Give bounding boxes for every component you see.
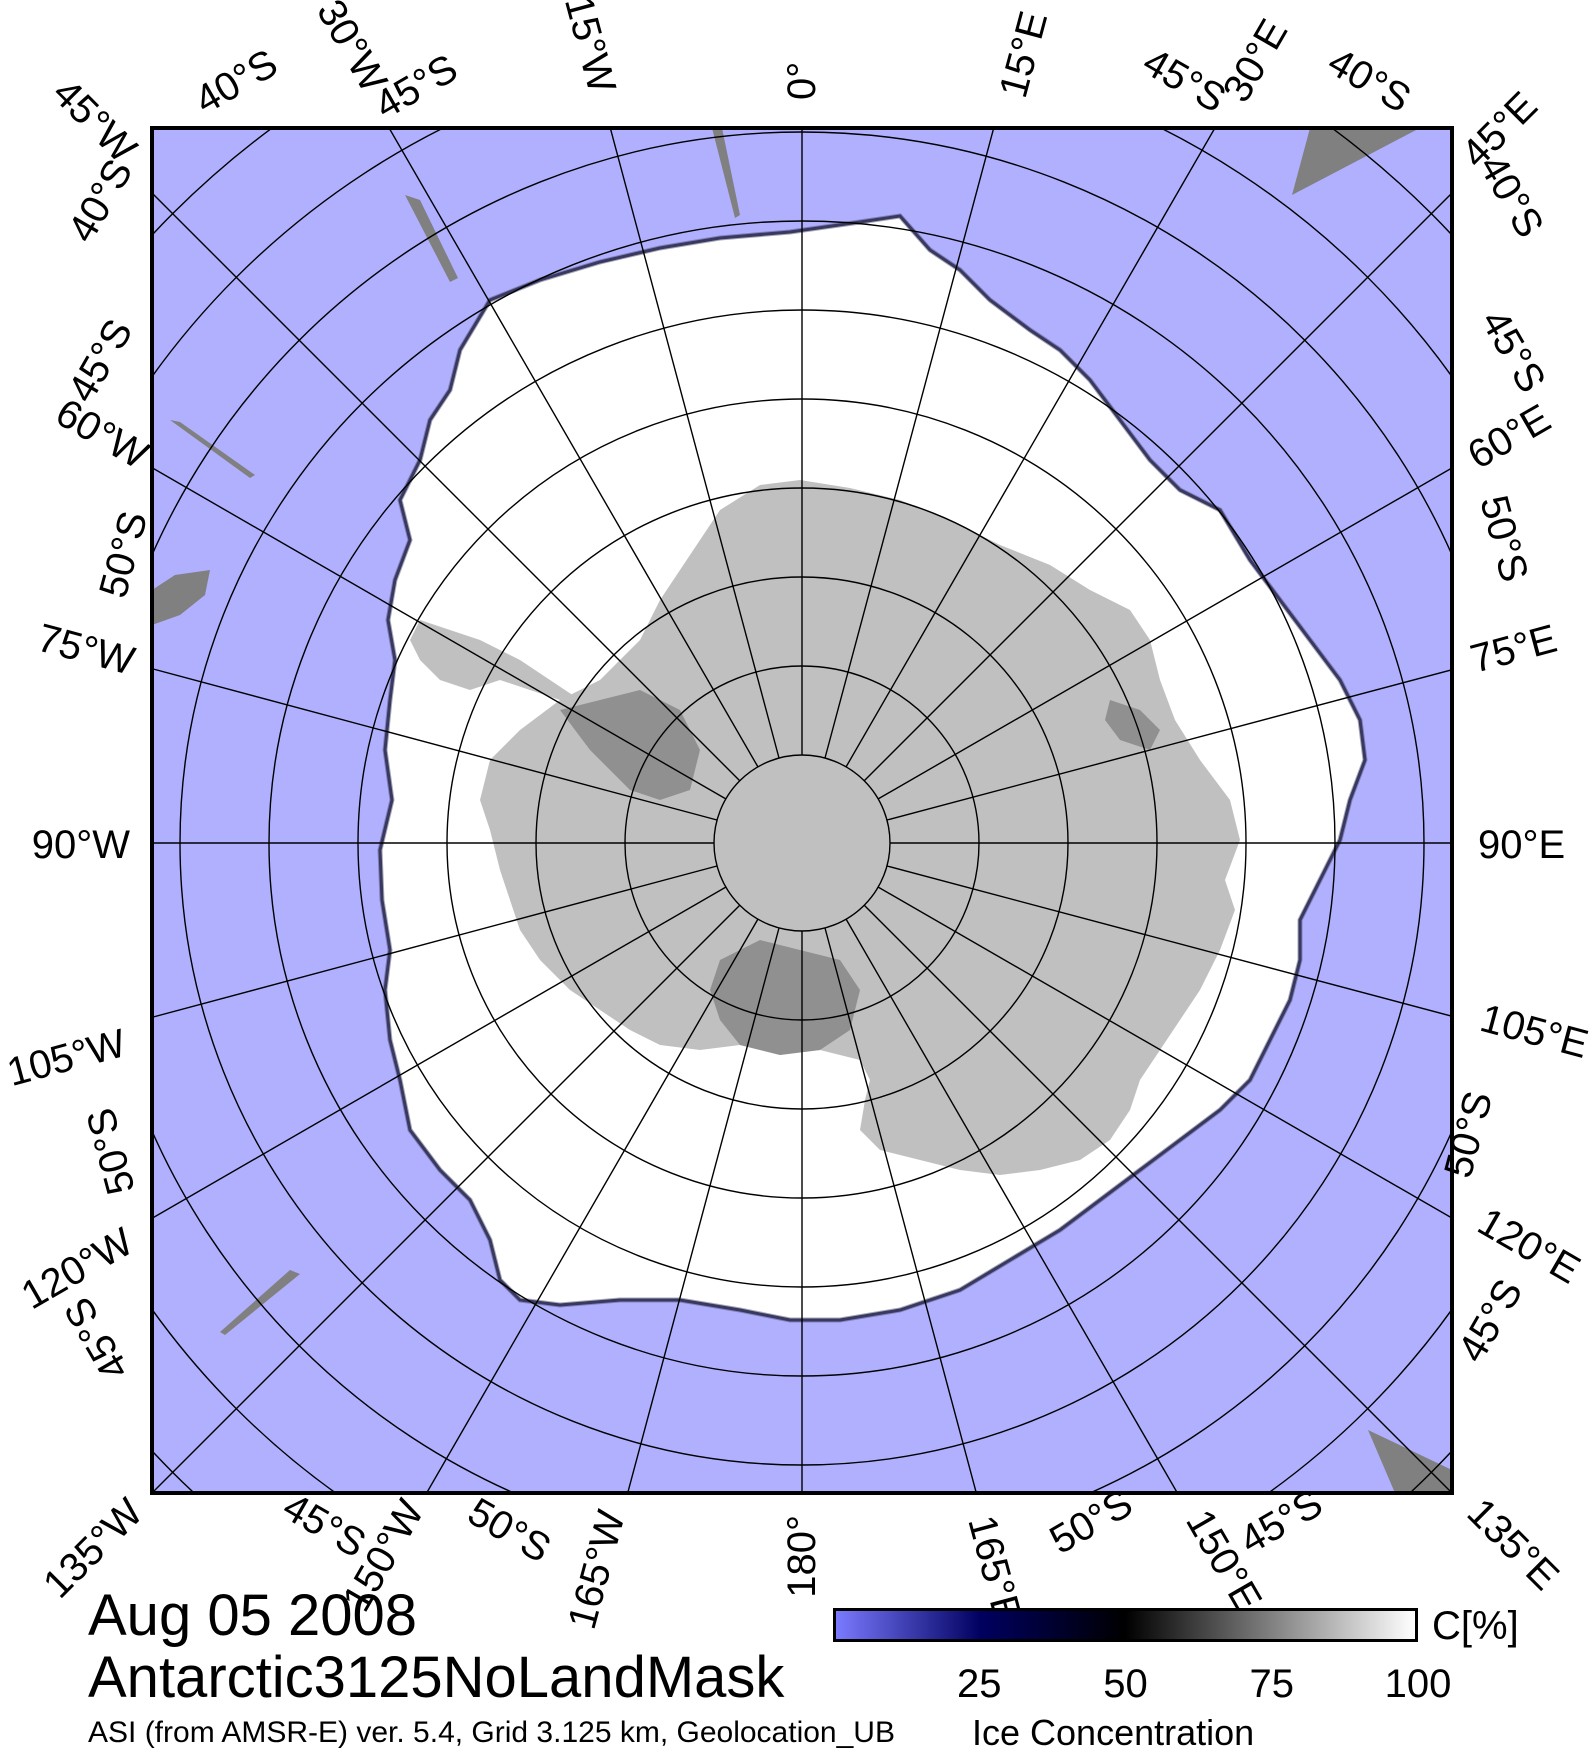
lat-label-left-5: 45°S — [56, 1290, 138, 1387]
lon-label-60e: 60°E — [1461, 396, 1558, 478]
land-fragment-w — [170, 420, 255, 478]
amery-ice-shelf — [1105, 700, 1160, 750]
lat-label-right-1: 40°S — [1470, 148, 1552, 245]
land-fragment-n — [712, 128, 740, 218]
lon-label-30e: 30°E — [1215, 12, 1297, 109]
lat-label-top-1: 40°S — [188, 41, 285, 123]
lon-label-90w: 90°W — [32, 823, 130, 867]
lat-label-top-4: 40°S — [1321, 40, 1418, 122]
map-frame — [150, 126, 1454, 1495]
ross-ice-shelf — [710, 940, 860, 1055]
colorbar-tick-label: 50 — [1103, 1662, 1148, 1706]
antarctica-land — [480, 480, 1240, 1175]
colorbar-caption: Ice Concentration — [972, 1712, 1255, 1753]
lon-label-0: 0° — [780, 62, 824, 100]
lon-label-105w: 105°W — [3, 1021, 131, 1095]
lat-label-left-3: 50°S — [91, 507, 156, 603]
land-fragment-nw — [405, 195, 458, 282]
lon-label-75w: 75°W — [33, 616, 140, 684]
lat-label-bottom-2: 50°S — [461, 1490, 558, 1572]
colorbar-tick-label: 25 — [957, 1662, 1002, 1706]
grid-name-title: Antarctic3125NoLandMask — [88, 1645, 785, 1710]
ronne-ice-shelf — [560, 690, 700, 800]
product-credit: ASI (from AMSR-E) ver. 5.4, Grid 3.125 k… — [88, 1716, 895, 1749]
lat-label-left-4: 50°S — [79, 1103, 144, 1199]
lon-label-90e: 90°E — [1478, 823, 1565, 867]
lon-label-165w: 165°W — [560, 1506, 634, 1634]
lon-label-75e: 75°E — [1466, 617, 1562, 682]
colorbar-unit: C[%] — [1432, 1604, 1519, 1648]
lon-label-105e: 105°E — [1476, 996, 1593, 1067]
lon-label-180: 180° — [780, 1515, 824, 1598]
lat-label-left-1: 40°S — [60, 152, 142, 249]
ice-edge-shading — [377, 213, 1368, 1323]
lat-label-right-5: 45°S — [1450, 1272, 1532, 1369]
lon-label-15w: 15°W — [556, 0, 624, 98]
lat-label-right-3: 50°S — [1471, 491, 1536, 587]
lon-label-135e: 135°E — [1459, 1490, 1567, 1598]
colorbar-tick-label: 75 — [1249, 1662, 1295, 1706]
land-fragment-ne — [1292, 128, 1420, 195]
land-fragment-se — [1368, 1430, 1452, 1493]
lon-label-15e: 15°E — [991, 7, 1056, 103]
lat-label-right-2: 45°S — [1472, 303, 1554, 400]
colorbar — [833, 1608, 1418, 1642]
lat-label-left-2: 45°S — [60, 312, 142, 409]
lon-label-45w-top: 45°W — [44, 71, 145, 172]
date-title: Aug 05 2008 — [88, 1583, 417, 1648]
south-america-tip — [152, 570, 210, 625]
colorbar-tick-label: 100 — [1384, 1662, 1452, 1706]
lon-label-120e: 120°E — [1471, 1200, 1588, 1293]
lat-label-top-3: 45°S — [1136, 40, 1233, 122]
lon-label-60w: 60°W — [48, 391, 155, 478]
